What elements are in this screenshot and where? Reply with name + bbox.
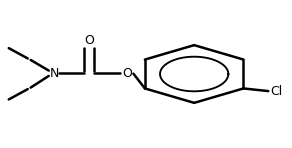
Text: O: O xyxy=(122,67,132,80)
Text: N: N xyxy=(49,67,59,80)
Text: Cl: Cl xyxy=(270,85,282,98)
Text: O: O xyxy=(84,34,94,47)
